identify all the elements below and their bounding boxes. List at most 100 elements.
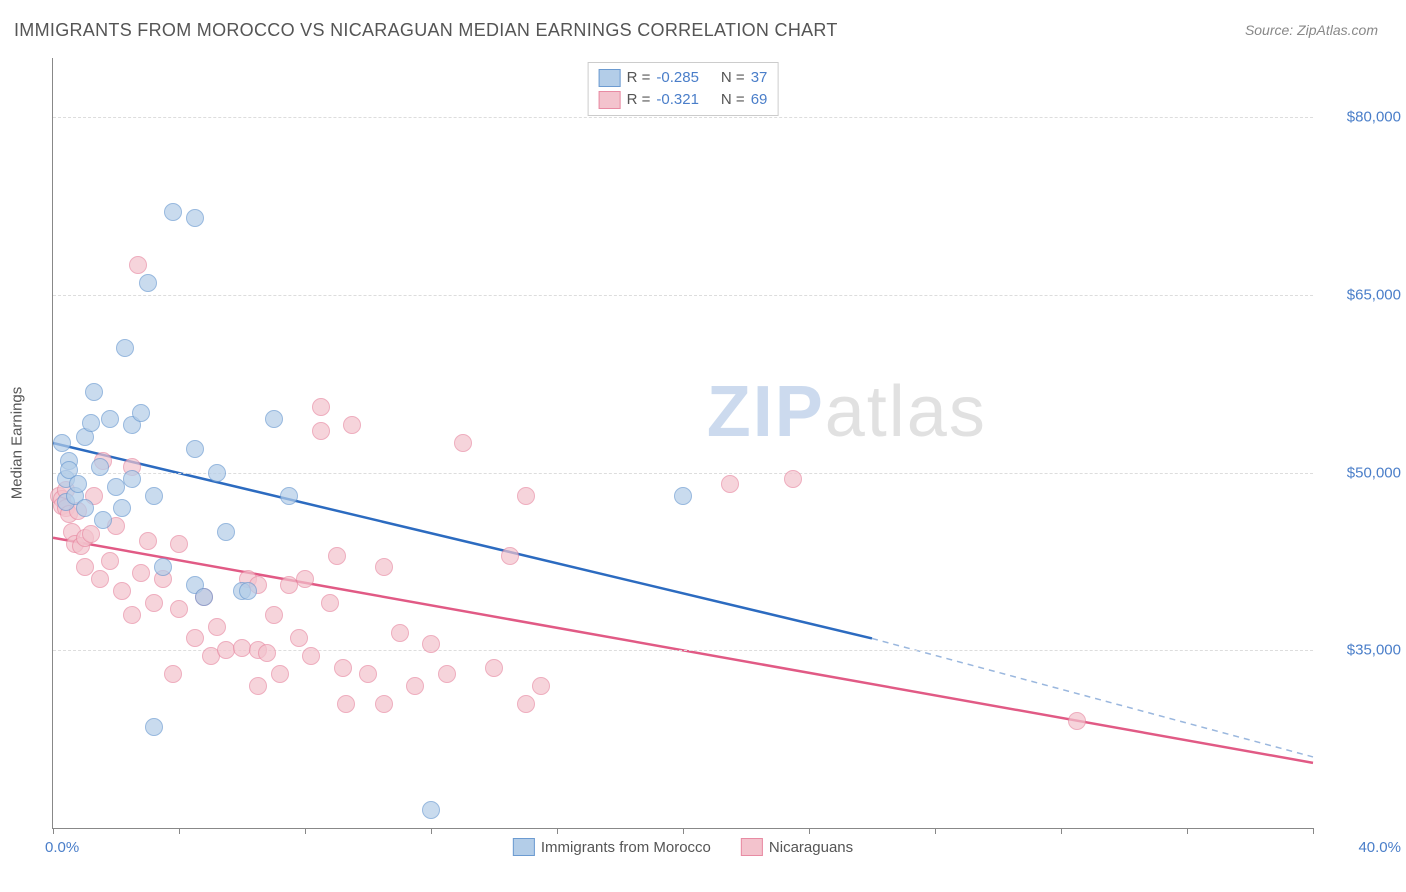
legend-stats-row-nicaragua: R = -0.321 N = 69 [599,89,768,111]
scatter-point [375,558,393,576]
legend-label-nicaragua: Nicaraguans [769,839,853,856]
scatter-point [454,434,472,452]
scatter-point [164,665,182,683]
r-label: R = [627,67,651,89]
r-value-morocco: -0.285 [656,67,699,89]
scatter-point [154,558,172,576]
scatter-point [129,256,147,274]
scatter-point [280,487,298,505]
y-tick-label: $50,000 [1321,464,1401,481]
x-tick [683,828,684,834]
scatter-point [164,203,182,221]
scatter-point [375,695,393,713]
legend-item-nicaragua: Nicaraguans [741,838,853,856]
x-tick [557,828,558,834]
n-label: N = [721,67,745,89]
scatter-point [82,414,100,432]
watermark: ZIPatlas [707,371,987,453]
plot-area: Median Earnings ZIPatlas R = -0.285 N = … [52,58,1313,829]
gridline [53,473,1313,474]
gridline [53,295,1313,296]
scatter-point [674,487,692,505]
scatter-point [359,665,377,683]
scatter-point [532,677,550,695]
x-tick [179,828,180,834]
legend-label-morocco: Immigrants from Morocco [541,839,711,856]
scatter-point [406,677,424,695]
scatter-point [91,570,109,588]
y-tick-label: $65,000 [1321,286,1401,303]
scatter-point [334,659,352,677]
scatter-point [170,600,188,618]
scatter-point [186,440,204,458]
legend-stats: R = -0.285 N = 37 R = -0.321 N = 69 [588,62,779,116]
scatter-point [249,677,267,695]
scatter-point [328,547,346,565]
scatter-point [69,475,87,493]
x-tick [431,828,432,834]
source-attribution: Source: ZipAtlas.com [1245,22,1378,38]
scatter-point [132,564,150,582]
scatter-point [265,410,283,428]
scatter-point [195,588,213,606]
scatter-point [94,511,112,529]
scatter-point [258,644,276,662]
scatter-point [101,410,119,428]
legend-item-morocco: Immigrants from Morocco [513,838,711,856]
scatter-point [82,525,100,543]
source-name: ZipAtlas.com [1297,22,1378,38]
scatter-point [116,339,134,357]
scatter-point [312,422,330,440]
scatter-point [239,582,257,600]
scatter-point [517,695,535,713]
scatter-point [1068,712,1086,730]
chart-title: IMMIGRANTS FROM MOROCCO VS NICARAGUAN ME… [14,20,838,41]
scatter-point [337,695,355,713]
x-axis-max-label: 40.0% [1358,839,1401,856]
scatter-point [113,499,131,517]
scatter-point [784,470,802,488]
scatter-point [145,487,163,505]
scatter-point [123,470,141,488]
scatter-point [343,416,361,434]
scatter-point [271,665,289,683]
scatter-point [517,487,535,505]
scatter-point [53,434,71,452]
scatter-point [422,801,440,819]
source-prefix: Source: [1245,22,1297,38]
scatter-point [302,647,320,665]
legend-stats-row-morocco: R = -0.285 N = 37 [599,67,768,89]
x-tick [809,828,810,834]
scatter-point [321,594,339,612]
scatter-point [501,547,519,565]
y-axis-label: Median Earnings [9,387,26,500]
y-tick-label: $80,000 [1321,109,1401,126]
x-tick [305,828,306,834]
y-tick-label: $35,000 [1321,642,1401,659]
scatter-point [208,618,226,636]
gridline [53,117,1313,118]
scatter-point [85,383,103,401]
scatter-point [139,532,157,550]
x-axis-min-label: 0.0% [45,839,79,856]
scatter-point [485,659,503,677]
scatter-point [312,398,330,416]
x-tick [935,828,936,834]
scatter-point [217,523,235,541]
scatter-point [170,535,188,553]
scatter-point [101,552,119,570]
n-value-nicaragua: 69 [751,89,768,111]
scatter-point [422,635,440,653]
scatter-point [145,718,163,736]
legend-swatch-nicaragua [599,91,621,109]
scatter-point [76,499,94,517]
scatter-point [290,629,308,647]
scatter-point [132,404,150,422]
n-label: N = [721,89,745,111]
scatter-point [721,475,739,493]
scatter-point [265,606,283,624]
scatter-point [186,209,204,227]
n-value-morocco: 37 [751,67,768,89]
x-tick [1187,828,1188,834]
scatter-point [296,570,314,588]
